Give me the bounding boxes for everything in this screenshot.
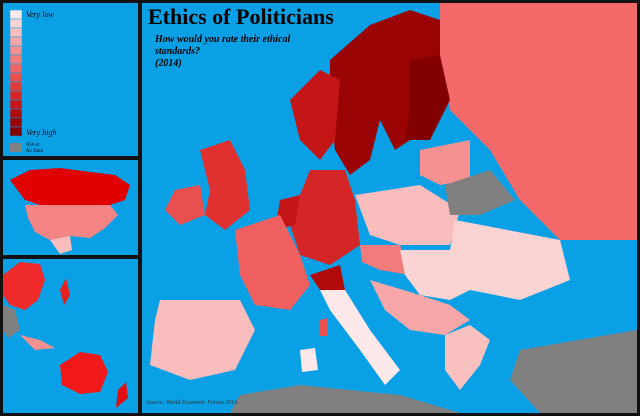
map-subtitle: How would you rate their ethicalstandard… bbox=[154, 34, 291, 69]
legend-swatch bbox=[9, 9, 23, 20]
subtitle-line: (2014) bbox=[155, 58, 182, 69]
legend-swatch bbox=[9, 45, 23, 56]
subtitle-line: standards? bbox=[154, 46, 200, 57]
country bbox=[450, 220, 570, 300]
legend-swatch bbox=[9, 27, 23, 38]
legend-high-label: Very high bbox=[26, 128, 56, 137]
legend-swatch bbox=[9, 99, 23, 110]
legend-swatch bbox=[9, 126, 23, 137]
country bbox=[440, 3, 637, 240]
country bbox=[116, 382, 128, 408]
country bbox=[235, 215, 310, 310]
country bbox=[400, 250, 470, 300]
country bbox=[230, 385, 460, 413]
country bbox=[445, 325, 490, 390]
country bbox=[510, 330, 637, 413]
source-note: Source: World Economic Forum 2014 bbox=[146, 399, 237, 406]
country bbox=[310, 265, 345, 290]
country bbox=[10, 168, 130, 205]
country bbox=[3, 262, 45, 310]
legend-na-swatch bbox=[10, 143, 22, 152]
legend-swatch bbox=[9, 36, 23, 47]
legend-swatch bbox=[9, 18, 23, 29]
country bbox=[445, 170, 515, 215]
subtitle-line: How would you rate their ethical bbox=[154, 34, 291, 45]
legend-swatch bbox=[9, 63, 23, 74]
country bbox=[25, 205, 118, 240]
map-title: Ethics of Politicians bbox=[148, 4, 334, 29]
country bbox=[200, 140, 250, 230]
country bbox=[165, 185, 205, 225]
country bbox=[360, 245, 410, 275]
country bbox=[405, 55, 450, 140]
country bbox=[3, 305, 20, 338]
legend-swatch bbox=[9, 90, 23, 101]
country bbox=[50, 236, 72, 254]
country bbox=[355, 185, 460, 245]
country bbox=[320, 290, 400, 385]
legend-low-label: Very low bbox=[26, 10, 54, 19]
legend-swatch bbox=[9, 117, 23, 128]
legend-swatch bbox=[9, 54, 23, 65]
country bbox=[290, 70, 340, 160]
legend-na-label: N/A or bbox=[25, 143, 39, 148]
country bbox=[60, 352, 108, 394]
country bbox=[370, 280, 470, 335]
country bbox=[150, 300, 255, 380]
country bbox=[290, 170, 360, 265]
country bbox=[320, 318, 328, 336]
legend-swatch bbox=[9, 72, 23, 83]
legend-panel bbox=[3, 3, 138, 156]
country bbox=[20, 335, 55, 350]
country bbox=[300, 348, 318, 372]
legend-swatch bbox=[9, 81, 23, 92]
country bbox=[60, 278, 70, 305]
legend-swatch bbox=[9, 108, 23, 119]
legend-na-label: No Data bbox=[25, 149, 44, 154]
country bbox=[420, 140, 470, 185]
